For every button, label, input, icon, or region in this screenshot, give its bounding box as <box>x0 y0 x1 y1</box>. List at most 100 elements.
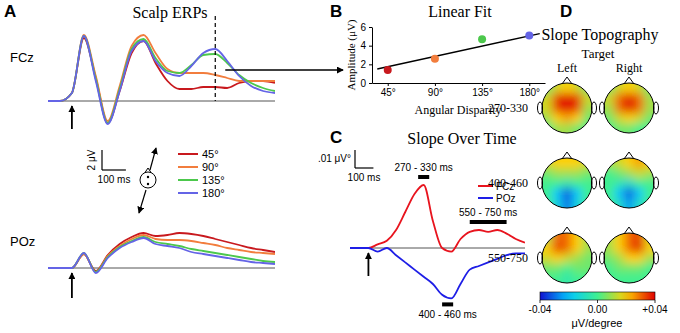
series-group <box>48 233 275 273</box>
topomap-cells <box>594 223 665 294</box>
heat-cell <box>624 188 635 199</box>
head-outline <box>538 77 597 133</box>
heat-cell <box>634 198 645 219</box>
colorbar-tick <box>655 300 656 303</box>
heat-cell <box>634 148 645 169</box>
heat-cell <box>594 263 615 274</box>
measure-line <box>215 16 216 101</box>
heat-cell <box>594 253 615 264</box>
heat-cell <box>634 188 645 199</box>
heat-cell <box>532 188 553 199</box>
heat-cell <box>572 123 583 144</box>
heat-cell <box>552 243 563 254</box>
onset-arrow <box>368 253 370 276</box>
tick-mark <box>369 27 372 28</box>
heat-cell <box>552 188 563 199</box>
colorbar-title: μV/degree <box>572 317 623 329</box>
legend-label: 45° <box>202 148 219 160</box>
nose <box>562 152 572 159</box>
series-group <box>350 185 525 298</box>
legend-swatch <box>178 166 198 168</box>
window-bar <box>470 220 507 224</box>
heat-cell <box>572 223 583 244</box>
ear <box>538 102 543 114</box>
heat-cell <box>552 103 563 114</box>
figure-container: AScalp ERPsFCz2 μV100 msPOz45°90°135°180… <box>0 0 680 333</box>
legend-label: 90° <box>202 161 219 173</box>
baseline <box>48 268 275 269</box>
scalebar-y <box>354 150 355 168</box>
head-outline <box>600 227 659 283</box>
heat-cell <box>614 253 625 264</box>
heat-cell <box>634 178 645 189</box>
title: Slope Over Time <box>407 130 516 148</box>
colorbar-tick-label: 0.00 <box>588 304 608 315</box>
ear <box>592 177 597 189</box>
heat-cell <box>582 188 603 199</box>
axis-title: Amplitude (μV) <box>345 19 358 90</box>
heat-cell <box>594 188 615 199</box>
colorbar-tick <box>597 300 598 303</box>
series-line <box>48 36 275 123</box>
ear <box>592 102 597 114</box>
scalebar-y <box>101 150 102 170</box>
point <box>478 35 486 43</box>
tick: 4 <box>360 40 372 51</box>
ear <box>600 102 605 114</box>
tick-mark <box>388 83 389 86</box>
topomap <box>594 148 665 219</box>
tick-label: 4 <box>360 40 366 51</box>
heat-cell <box>532 113 553 124</box>
heat-cell <box>562 253 573 264</box>
nose <box>624 77 634 84</box>
heat-cell <box>634 243 645 254</box>
legend-swatch <box>178 192 198 194</box>
electrode <box>147 183 149 185</box>
heat-cell <box>532 253 553 264</box>
heat-cell <box>562 113 573 124</box>
head <box>542 158 592 208</box>
heat-cell <box>644 243 665 254</box>
tick: 6 <box>360 22 372 33</box>
electrode <box>147 176 149 178</box>
heat-cell <box>572 243 583 254</box>
heat-cell <box>552 93 563 104</box>
topomap-cells <box>532 148 603 219</box>
heat-cell <box>572 103 583 114</box>
heat-cell <box>644 113 665 124</box>
title: Scalp ERPs <box>132 4 207 22</box>
tick: 0 <box>360 78 372 89</box>
point <box>384 66 392 74</box>
topomap <box>594 223 665 294</box>
marks <box>377 31 540 74</box>
tick-label: 6 <box>360 22 366 33</box>
nose <box>562 77 572 84</box>
plot: CSlope Over Time.01 μV°100 ms270 - 330 m… <box>318 128 525 320</box>
scalebar-label: 2 μV <box>86 149 97 170</box>
heat-cell <box>582 93 603 104</box>
series-group <box>48 35 275 124</box>
heat-cell <box>644 273 665 294</box>
nose <box>562 227 572 234</box>
head-arrow <box>150 148 156 170</box>
heat-cell <box>614 123 625 144</box>
heat-cell <box>624 263 635 274</box>
scalebar-x <box>355 167 373 168</box>
scalebar-x <box>102 169 126 170</box>
baseline <box>350 248 525 249</box>
title: Slope Topography <box>541 26 658 44</box>
heat-cell <box>634 263 645 274</box>
heat-cell <box>582 263 603 274</box>
heat-cell <box>624 168 635 179</box>
series-line <box>48 238 275 273</box>
row-label: 270-330 <box>488 101 528 115</box>
heat-cell <box>552 198 563 219</box>
head <box>604 158 654 208</box>
column-label: Right <box>616 61 643 75</box>
legend-swatch <box>178 179 198 181</box>
heat-cell <box>562 263 573 274</box>
heat-cell <box>634 168 645 179</box>
ear <box>600 252 605 264</box>
heat-cell <box>562 178 573 189</box>
heat-cell <box>634 253 645 264</box>
